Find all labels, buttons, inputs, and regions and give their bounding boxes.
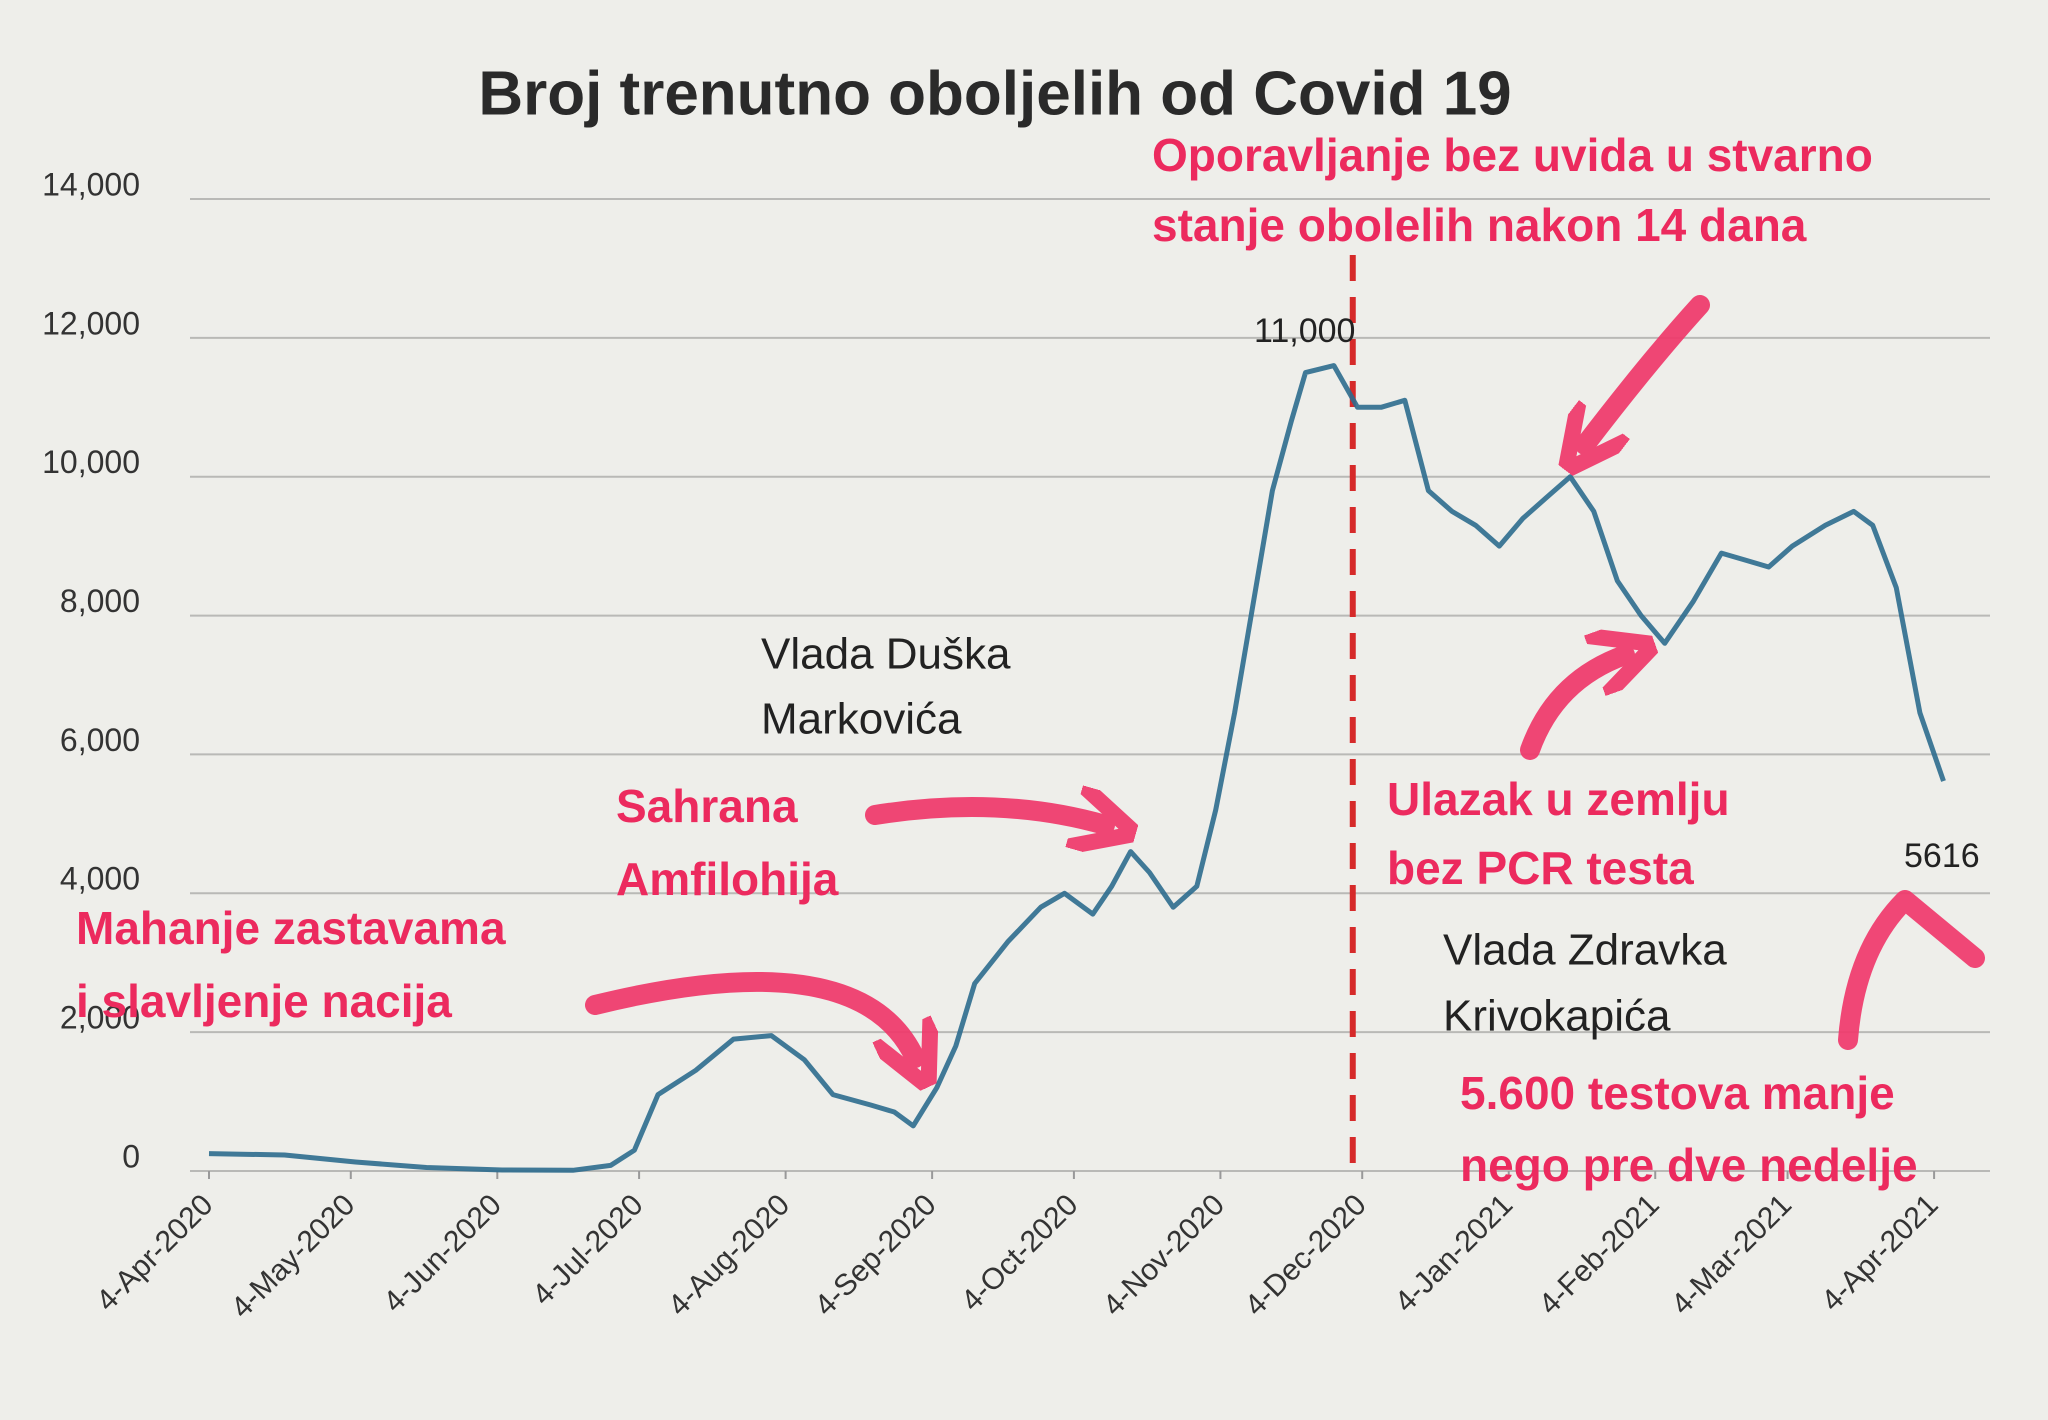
annotation: 5.600 testova manje: [1460, 1067, 1895, 1119]
annotation: Vlada Zdravka: [1443, 926, 1727, 975]
x-tick-label: 4-Dec-2020: [1239, 1188, 1373, 1322]
annotation: Amfilohija: [616, 853, 839, 905]
annotation: Krivokapića: [1443, 992, 1671, 1041]
y-tick-label: 2,000: [60, 1000, 140, 1036]
arrow: [865, 807, 1105, 825]
x-tick-label: 4-Apr-2021: [1815, 1188, 1944, 1317]
annotation: stanje obolelih nakon 14 dana: [1152, 199, 1807, 251]
x-tick-label: 4-Jul-2020: [526, 1188, 650, 1312]
annotation: Mahanje zastavama: [76, 902, 506, 954]
x-tick-label: 4-Sep-2020: [808, 1188, 942, 1322]
arrow: [1585, 295, 1710, 445]
annotation: Oporavljanje bez uvida u stvarno: [1152, 129, 1873, 181]
annotation: 5616: [1904, 837, 1980, 875]
y-tick-label: 4,000: [60, 861, 140, 897]
annotation: Vlada Duška: [761, 630, 1011, 679]
x-tick-label: 4-May-2020: [225, 1188, 362, 1325]
x-tick-label: 4-Nov-2020: [1097, 1188, 1231, 1322]
x-tick-label: 4-Apr-2020: [90, 1188, 219, 1317]
annotation: i slavljenje nacija: [76, 975, 452, 1027]
x-tick-label: 4-Aug-2020: [662, 1188, 796, 1322]
y-tick-label: 14,000: [42, 166, 140, 202]
x-tick-label: 4-Mar-2021: [1665, 1188, 1798, 1321]
annotation: nego pre dve nedelje: [1460, 1139, 1918, 1191]
annotation: Markovića: [761, 695, 962, 744]
arrow: [585, 971, 915, 1058]
y-tick-label: 10,000: [42, 444, 140, 480]
data-line: [208, 363, 1946, 1173]
annotation: bez PCR testa: [1387, 842, 1694, 894]
chart-title: Broj trenutno oboljelih od Covid 19: [478, 59, 1511, 128]
y-tick-label: 12,000: [42, 305, 140, 341]
x-tick-label: 4-Feb-2021: [1533, 1188, 1666, 1321]
annotation: Sahrana: [616, 780, 798, 832]
arrow: [1838, 890, 1985, 1050]
arrows: [585, 295, 1985, 1058]
y-tick-label: 8,000: [60, 583, 140, 619]
arrow: [1520, 655, 1625, 760]
y-tick-label: 0: [122, 1138, 140, 1174]
y-tick-label: 6,000: [60, 722, 140, 758]
annotation: Ulazak u zemlju: [1387, 773, 1730, 825]
annotation: 11,000: [1254, 312, 1355, 350]
x-tick-label: 4-Jan-2021: [1389, 1188, 1520, 1319]
x-tick-label: 4-Oct-2020: [955, 1188, 1084, 1317]
x-tick-label: 4-Jun-2020: [377, 1188, 508, 1319]
